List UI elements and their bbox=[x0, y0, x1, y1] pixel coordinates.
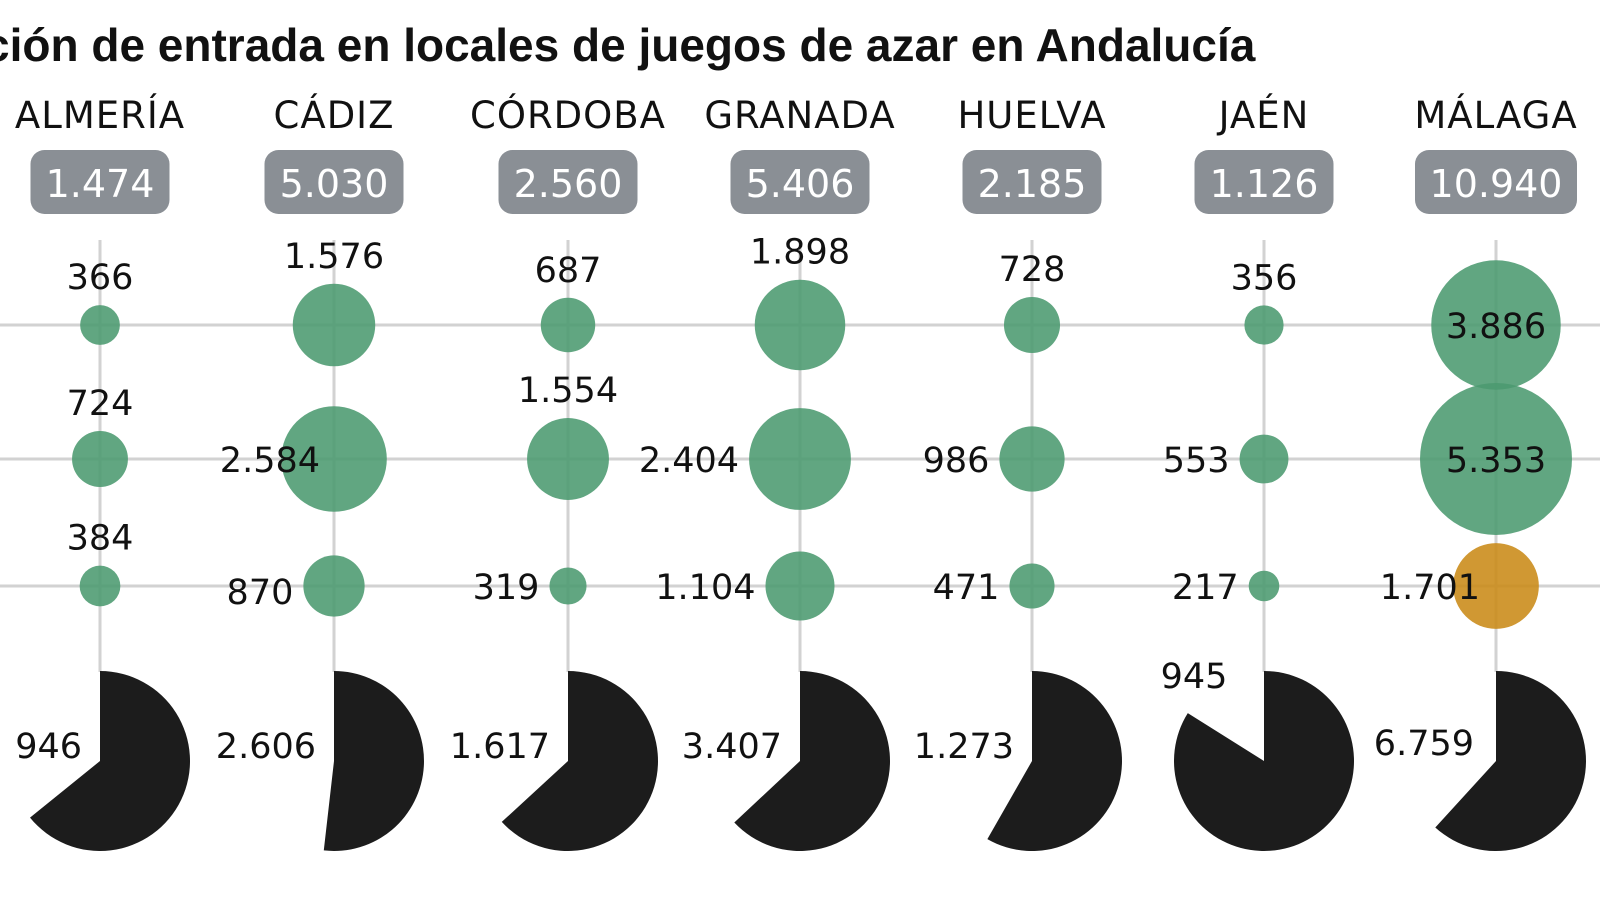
bubble-almeria-row-2 bbox=[72, 431, 128, 487]
bubble-label-almeria-row-3: 384 bbox=[67, 519, 134, 559]
bubble-label-huelva-row-1: 728 bbox=[999, 250, 1066, 290]
bubble-cadiz-row-2 bbox=[281, 406, 387, 512]
chart-title: ción de entrada en locales de juegos de … bbox=[0, 19, 1256, 71]
province-label-jaen: JAÉN bbox=[1217, 93, 1310, 137]
pie-huelva bbox=[987, 671, 1122, 851]
bubble-label-cadiz-row-1: 1.576 bbox=[284, 237, 384, 277]
bubble-almeria-row-3 bbox=[79, 565, 121, 607]
pie-label-huelva: 1.273 bbox=[914, 727, 1014, 767]
bubble-label-malaga-row-3: 1.701 bbox=[1380, 568, 1480, 608]
bubble-malaga-row-3 bbox=[1453, 543, 1539, 629]
total-badge-cordoba bbox=[498, 150, 638, 214]
pie-cordoba bbox=[501, 671, 658, 851]
total-badge-cadiz bbox=[264, 150, 404, 214]
bubble-jaen-row-3 bbox=[1248, 570, 1280, 602]
pie-granada bbox=[734, 671, 891, 851]
bubble-cordoba-row-1 bbox=[540, 297, 596, 353]
province-label-granada: GRANADA bbox=[704, 94, 895, 137]
pie-label-jaen: 945 bbox=[1161, 657, 1228, 697]
total-badge-granada bbox=[730, 150, 870, 214]
total-value-huelva: 2.185 bbox=[978, 162, 1087, 206]
bubble-granada-row-3 bbox=[765, 551, 835, 621]
pie-almeria bbox=[30, 671, 191, 852]
province-label-cadiz: CÁDIZ bbox=[274, 93, 395, 137]
total-value-jaen: 1.126 bbox=[1210, 162, 1319, 206]
bubble-almeria-row-1 bbox=[80, 305, 120, 345]
bubble-label-jaen-row-2: 553 bbox=[1163, 441, 1230, 481]
bubble-label-granada-row-3: 1.104 bbox=[655, 568, 755, 608]
bubble-label-malaga-row-1: 3.886 bbox=[1446, 307, 1546, 347]
bubble-label-jaen-row-3: 217 bbox=[1172, 568, 1239, 608]
bubble-label-almeria-row-1: 366 bbox=[67, 258, 134, 298]
total-badge-huelva bbox=[962, 150, 1102, 214]
pie-malaga bbox=[1435, 670, 1587, 851]
bubble-huelva-row-1 bbox=[1003, 296, 1061, 354]
bubble-label-cadiz-row-2: 2.584 bbox=[220, 441, 320, 481]
bubble-cordoba-row-2 bbox=[527, 418, 609, 500]
total-badge-almeria bbox=[30, 150, 170, 214]
bubble-malaga-row-2 bbox=[1420, 383, 1572, 535]
pie-cadiz bbox=[323, 671, 424, 852]
bubble-huelva-row-2 bbox=[999, 426, 1065, 492]
bubble-label-huelva-row-2: 986 bbox=[923, 441, 990, 481]
total-value-almeria: 1.474 bbox=[46, 162, 155, 206]
pie-label-cadiz: 2.606 bbox=[216, 727, 316, 767]
bubble-granada-row-1 bbox=[754, 279, 846, 371]
bubble-cadiz-row-3 bbox=[303, 555, 365, 617]
total-value-granada: 5.406 bbox=[746, 162, 855, 206]
bubble-granada-row-2 bbox=[749, 408, 851, 510]
bubble-jaen-row-1 bbox=[1244, 305, 1284, 345]
pie-jaen bbox=[1174, 671, 1355, 852]
province-label-cordoba: CÓRDOBA bbox=[470, 93, 666, 137]
total-badge-malaga bbox=[1415, 150, 1577, 214]
bubble-jaen-row-2 bbox=[1239, 434, 1289, 484]
pie-label-malaga: 6.759 bbox=[1374, 724, 1474, 764]
bubble-label-jaen-row-1: 356 bbox=[1231, 258, 1298, 298]
bubble-label-cordoba-row-1: 687 bbox=[535, 251, 602, 291]
province-label-malaga: MÁLAGA bbox=[1414, 93, 1577, 137]
total-value-cordoba: 2.560 bbox=[514, 162, 623, 206]
bubble-label-huelva-row-3: 471 bbox=[933, 568, 1000, 608]
bubble-label-granada-row-2: 2.404 bbox=[639, 441, 739, 481]
total-value-cadiz: 5.030 bbox=[280, 162, 389, 206]
bubble-label-granada-row-1: 1.898 bbox=[750, 233, 850, 273]
bubble-label-cordoba-row-3: 319 bbox=[473, 568, 540, 608]
total-value-malaga: 10.940 bbox=[1430, 162, 1563, 206]
pie-label-granada: 3.407 bbox=[682, 727, 782, 767]
province-label-almeria: ALMERÍA bbox=[15, 93, 185, 137]
province-label-huelva: HUELVA bbox=[957, 94, 1106, 137]
bubble-huelva-row-3 bbox=[1009, 563, 1055, 609]
bubble-label-cadiz-row-3: 870 bbox=[227, 573, 294, 613]
pie-label-cordoba: 1.617 bbox=[450, 727, 550, 767]
bubble-label-almeria-row-2: 724 bbox=[67, 384, 134, 424]
bubble-cordoba-row-3 bbox=[549, 567, 587, 605]
bubble-malaga-row-1 bbox=[1431, 260, 1561, 390]
total-badge-jaen bbox=[1194, 150, 1334, 214]
bubble-label-malaga-row-2: 5.353 bbox=[1446, 441, 1546, 481]
bubble-label-cordoba-row-2: 1.554 bbox=[518, 371, 618, 411]
bubble-cadiz-row-1 bbox=[292, 283, 376, 367]
pie-label-almeria: 946 bbox=[15, 727, 82, 767]
